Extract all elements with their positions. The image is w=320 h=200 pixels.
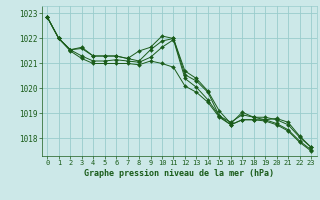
X-axis label: Graphe pression niveau de la mer (hPa): Graphe pression niveau de la mer (hPa) <box>84 169 274 178</box>
